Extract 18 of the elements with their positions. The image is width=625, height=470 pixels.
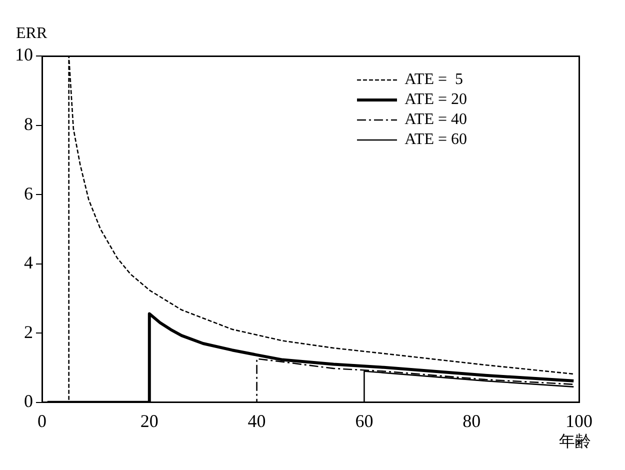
x-tick-label: 40 <box>248 410 266 431</box>
y-tick-label: 6 <box>24 183 33 204</box>
x-tick-label: 80 <box>462 410 481 431</box>
x-tick-label: 20 <box>140 410 158 431</box>
y-tick-label: 10 <box>15 44 33 65</box>
y-tick-label: 8 <box>24 114 33 134</box>
legend-label: ATE = 40 <box>404 110 467 130</box>
y-tick-label: 0 <box>24 391 33 412</box>
x-axis-title: 年齢 <box>559 432 591 451</box>
x-tick-label: 100 <box>566 410 592 431</box>
x-tick-label: 0 <box>38 410 46 431</box>
y-tick-label: 2 <box>24 322 33 342</box>
y-axis-title: ERR <box>16 25 48 42</box>
x-tick-label: 60 <box>355 410 374 431</box>
legend-label: ATE = 5 <box>404 70 463 90</box>
legend-label: ATE = 20 <box>404 90 467 110</box>
y-tick-label: 4 <box>24 252 33 273</box>
legend-label: ATE = 60 <box>404 130 467 150</box>
